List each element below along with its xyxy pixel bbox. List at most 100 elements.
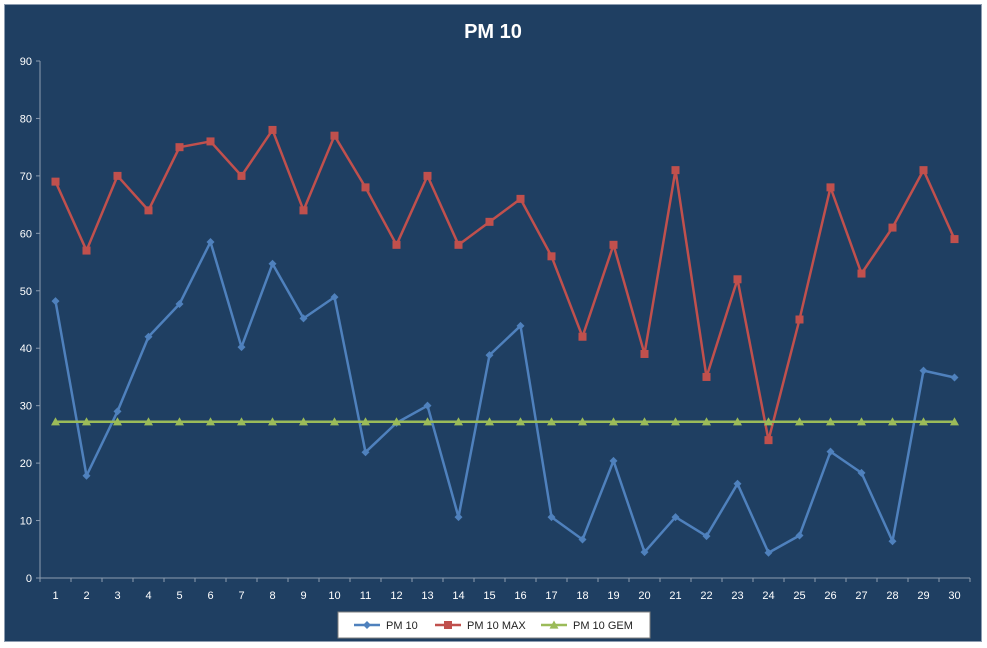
x-tick-label: 14 xyxy=(452,590,464,602)
series-line xyxy=(54,240,955,554)
x-tick-label: 13 xyxy=(421,590,433,602)
x-tick-label: 23 xyxy=(731,590,743,602)
square-marker xyxy=(237,171,246,180)
series-line xyxy=(54,128,956,442)
x-tick-label: 7 xyxy=(238,590,244,602)
series-1 xyxy=(51,237,959,557)
triangle-marker xyxy=(547,417,556,426)
triangle-marker xyxy=(330,417,339,426)
triangle-marker xyxy=(671,417,680,426)
triangle-marker xyxy=(51,417,60,426)
diamond-marker xyxy=(950,373,959,382)
square-marker xyxy=(578,332,587,341)
triangle-marker xyxy=(485,417,494,426)
square-marker xyxy=(702,372,711,381)
legend: PM 10 PM 10 MAX PM 10 GEM xyxy=(337,611,651,639)
square-marker xyxy=(392,240,401,249)
triangle-marker xyxy=(237,417,246,426)
triangle-marker xyxy=(113,417,122,426)
diamond-marker xyxy=(423,401,432,410)
x-tick-label: 3 xyxy=(114,590,120,602)
diamond-marker xyxy=(516,321,525,330)
legend-box xyxy=(337,611,651,639)
square-marker xyxy=(733,275,742,284)
square-marker xyxy=(444,621,452,629)
square-marker xyxy=(764,436,773,445)
y-tick-label: 10 xyxy=(20,516,32,528)
diamond-marker xyxy=(888,537,897,546)
triangle-marker xyxy=(950,417,959,426)
triangle-marker xyxy=(549,620,559,629)
square-marker xyxy=(826,183,835,192)
diamond-marker xyxy=(733,479,742,488)
square-marker xyxy=(268,125,277,134)
x-tick-label: 5 xyxy=(176,590,182,602)
diamond-marker xyxy=(795,531,804,540)
y-tick-label: 40 xyxy=(20,343,32,355)
x-tick-label: 10 xyxy=(328,590,340,602)
triangle-marker xyxy=(82,417,91,426)
square-marker xyxy=(950,235,959,244)
square-marker xyxy=(609,240,618,249)
x-tick-label: 8 xyxy=(269,590,275,602)
triangle-marker xyxy=(206,417,215,426)
triangle-marker xyxy=(826,417,835,426)
y-tick-label: 30 xyxy=(20,401,32,413)
diamond-marker xyxy=(113,407,122,416)
triangle-marker xyxy=(392,417,401,426)
y-tick-label: 90 xyxy=(20,56,32,68)
x-tick-label: 27 xyxy=(855,590,867,602)
legend-label: PM 10 xyxy=(386,620,418,632)
x-tick-label: 2 xyxy=(83,590,89,602)
diamond-marker xyxy=(454,513,463,522)
diamond-marker xyxy=(51,297,60,306)
x-tick-label: 30 xyxy=(948,590,960,602)
x-tick-label: 28 xyxy=(886,590,898,602)
diamond-marker xyxy=(237,343,246,352)
x-tick-label: 24 xyxy=(762,590,774,602)
square-marker xyxy=(113,171,122,180)
x-tick-label: 6 xyxy=(207,590,213,602)
triangle-marker xyxy=(299,417,308,426)
square-marker xyxy=(857,269,866,278)
triangle-marker xyxy=(454,417,463,426)
triangle-marker xyxy=(609,417,618,426)
square-marker xyxy=(51,177,60,186)
diamond-marker xyxy=(764,548,773,557)
diamond-marker xyxy=(330,293,339,302)
square-marker xyxy=(299,206,308,215)
square-marker xyxy=(640,349,649,358)
x-tick-label: 9 xyxy=(300,590,306,602)
triangle-marker xyxy=(919,417,928,426)
square-marker xyxy=(547,252,556,261)
square-marker xyxy=(888,223,897,232)
triangle-marker xyxy=(423,417,432,426)
y-tick-label: 70 xyxy=(20,171,32,183)
y-tick-label: 20 xyxy=(20,458,32,470)
square-marker xyxy=(516,194,525,203)
triangle-marker xyxy=(268,417,277,426)
x-tick-label: 25 xyxy=(793,590,805,602)
x-tick-label: 21 xyxy=(669,590,681,602)
series-layer xyxy=(51,125,959,557)
y-tick-label: 80 xyxy=(20,113,32,125)
triangle-marker xyxy=(764,417,773,426)
y-tick-label: 60 xyxy=(20,228,32,240)
x-tick-label: 12 xyxy=(390,590,402,602)
diamond-marker xyxy=(857,468,866,477)
square-marker xyxy=(795,315,804,324)
triangle-marker xyxy=(795,417,804,426)
x-tick-label: 20 xyxy=(638,590,650,602)
diamond-marker xyxy=(485,351,494,360)
diamond-marker xyxy=(578,535,587,544)
x-tick-label: 11 xyxy=(360,590,371,602)
diamond-marker xyxy=(175,299,184,308)
legend-label: PM 10 GEM xyxy=(573,620,633,632)
diamond-marker xyxy=(640,548,649,557)
diamond-marker xyxy=(144,332,153,341)
legend-label: PM 10 MAX xyxy=(467,620,526,632)
x-tick-label: 15 xyxy=(483,590,495,602)
diamond-marker xyxy=(363,621,371,629)
